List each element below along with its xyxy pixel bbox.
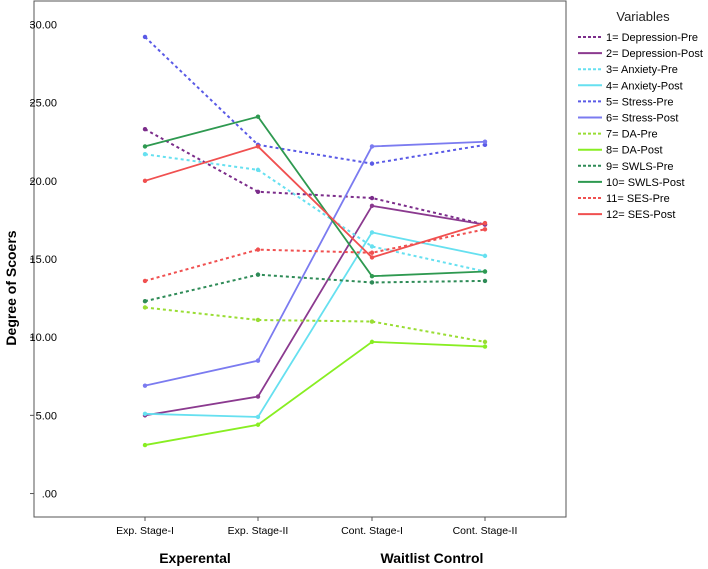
data-point bbox=[369, 250, 375, 255]
legend-title: Variables bbox=[616, 9, 670, 24]
data-point bbox=[255, 358, 261, 363]
legend-entry: 6= Stress-Post bbox=[606, 113, 678, 125]
series-line-8 bbox=[144, 340, 486, 446]
data-point bbox=[255, 189, 261, 194]
group-label-waitlist-control: Waitlist Control bbox=[381, 550, 484, 566]
legend-entry: 8= DA-Post bbox=[606, 145, 663, 157]
series-line-5 bbox=[144, 36, 486, 165]
series-line-4 bbox=[144, 231, 486, 418]
group-label-experental: Experental bbox=[159, 550, 231, 566]
legend-entry: 10= SWLS-Post bbox=[606, 177, 685, 189]
data-point bbox=[482, 278, 488, 284]
data-point bbox=[369, 280, 375, 285]
data-point bbox=[482, 344, 488, 349]
data-point bbox=[369, 144, 375, 149]
data-point bbox=[142, 152, 148, 157]
data-point bbox=[369, 244, 375, 249]
data-point bbox=[142, 178, 148, 184]
data-point bbox=[142, 411, 148, 416]
data-point bbox=[142, 127, 148, 132]
data-point bbox=[369, 255, 375, 260]
legend-entry: 7= DA-Pre bbox=[606, 129, 658, 141]
series-line-2 bbox=[144, 204, 486, 417]
data-point bbox=[482, 253, 488, 259]
data-point bbox=[255, 167, 261, 173]
data-point bbox=[142, 305, 148, 310]
data-point bbox=[142, 34, 148, 40]
legend-entry: 4= Anxiety-Post bbox=[606, 80, 683, 92]
y-tick-label: 10.00 bbox=[29, 332, 57, 344]
x-tick-label: Cont. Stage-I bbox=[341, 525, 403, 537]
data-point bbox=[142, 144, 148, 149]
data-point bbox=[369, 339, 375, 345]
data-point bbox=[482, 269, 488, 274]
data-point bbox=[255, 272, 261, 277]
data-point bbox=[369, 274, 375, 279]
legend: Variables 1= Depression-Pre 2= Depression… bbox=[578, 9, 703, 221]
data-point bbox=[369, 319, 375, 324]
series-line-10 bbox=[144, 115, 486, 278]
x-tick-label: Exp. Stage-II bbox=[228, 525, 289, 537]
data-point bbox=[255, 422, 261, 427]
y-tick-label: 25.00 bbox=[29, 98, 57, 110]
legend-entry: 12= SES-Post bbox=[606, 209, 675, 221]
series-line-6 bbox=[144, 140, 486, 387]
data-point bbox=[142, 278, 148, 284]
data-point bbox=[369, 161, 375, 166]
data-point bbox=[255, 414, 261, 420]
data-point bbox=[369, 195, 375, 201]
data-point bbox=[369, 203, 375, 209]
legend-entry: 1= Depression-Pre bbox=[606, 32, 698, 44]
data-point bbox=[142, 299, 148, 304]
data-point bbox=[255, 114, 261, 119]
plot-frame bbox=[33, 0, 567, 518]
y-ticks: .00 5.00 10.00 15.00 20.00 25.00 30.00 bbox=[29, 19, 57, 500]
series-line-1 bbox=[144, 128, 486, 226]
series-line-7 bbox=[144, 306, 486, 343]
data-point bbox=[255, 317, 261, 323]
y-tick-label: 30.00 bbox=[29, 19, 57, 31]
data-point bbox=[482, 142, 488, 148]
y-tick-label: .00 bbox=[42, 489, 57, 501]
data-point bbox=[142, 442, 148, 448]
data-point bbox=[482, 220, 488, 226]
data-point bbox=[369, 230, 375, 235]
x-ticks: Exp. Stage-I Exp. Stage-II Cont. Stage-I Co… bbox=[116, 517, 517, 537]
y-tick-label: 15.00 bbox=[29, 254, 57, 266]
y-tick-label: 20.00 bbox=[29, 176, 57, 188]
legend-entry: 5= Stress-Pre bbox=[606, 96, 674, 108]
data-point bbox=[482, 139, 488, 144]
y-axis-label: Degree of Scoers bbox=[3, 230, 19, 345]
y-tick-label: 5.00 bbox=[36, 410, 57, 422]
series-line-12 bbox=[144, 145, 486, 259]
data-point bbox=[142, 383, 148, 388]
legend-entry: 2= Depression-Post bbox=[606, 48, 703, 60]
data-point bbox=[482, 339, 488, 345]
data-point bbox=[255, 394, 261, 399]
x-tick-label: Cont. Stage-II bbox=[453, 525, 518, 537]
data-point bbox=[255, 144, 261, 149]
series-line-3 bbox=[144, 153, 486, 273]
legend-entry: 11= SES-Pre bbox=[606, 193, 670, 205]
legend-entry: 3= Anxiety-Pre bbox=[606, 64, 678, 76]
legend-entry: 9= SWLS-Pre bbox=[606, 161, 674, 173]
data-point bbox=[255, 247, 261, 252]
data-point bbox=[482, 227, 488, 232]
x-tick-label: Exp. Stage-I bbox=[116, 525, 174, 537]
series-lines bbox=[142, 34, 488, 448]
